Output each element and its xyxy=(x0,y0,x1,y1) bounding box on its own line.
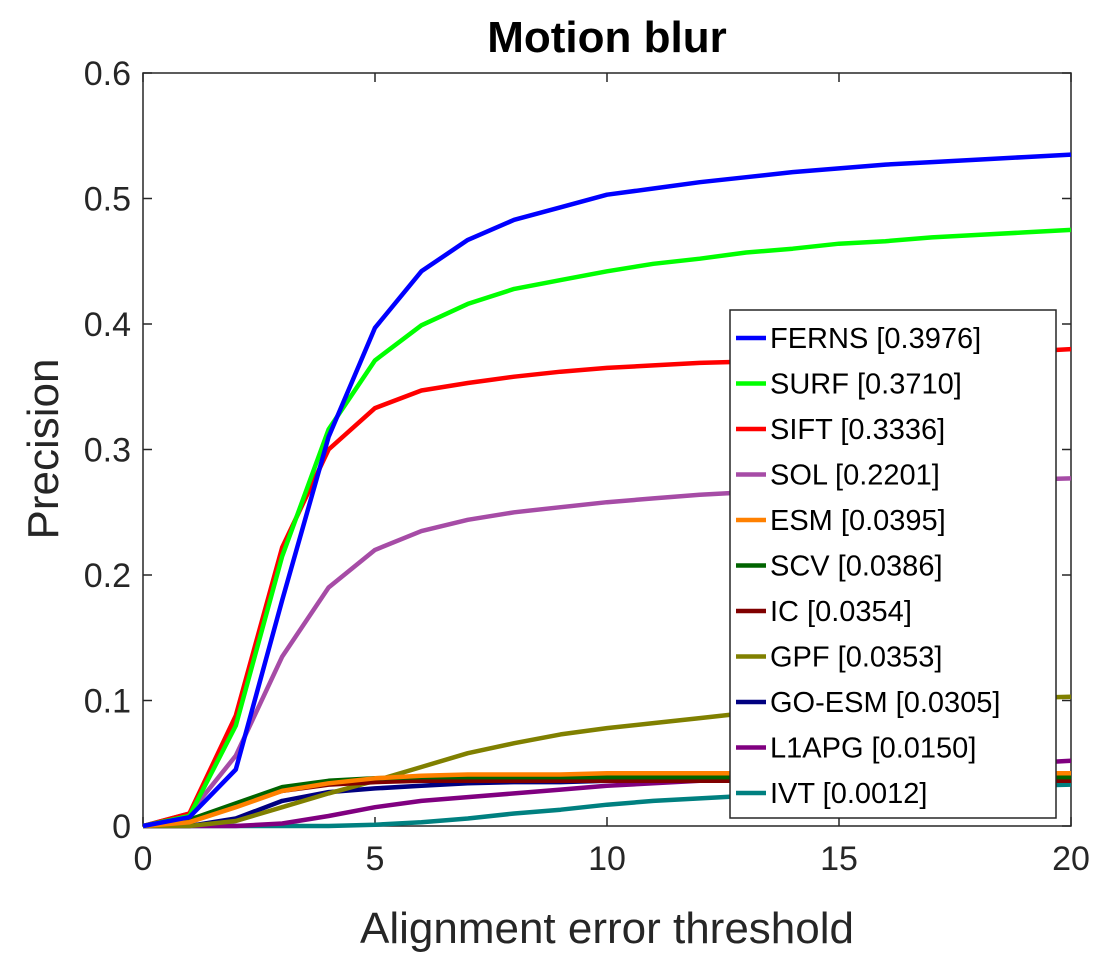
x-tick-label: 5 xyxy=(366,840,385,878)
chart-title: Motion blur xyxy=(487,13,727,62)
legend-entry: L1APG [0.0150] xyxy=(770,733,976,765)
series-line xyxy=(142,227,1072,829)
x-tick-label: 10 xyxy=(588,840,626,878)
legend-entry: SIFT [0.3336] xyxy=(770,414,945,446)
legend-entry: IC [0.0354] xyxy=(770,596,912,628)
legend-box xyxy=(729,309,1057,819)
legend-entry: GPF [0.0353] xyxy=(770,642,943,674)
x-axis-label: Alignment error threshold xyxy=(360,904,854,953)
legend-entry: SCV [0.0386] xyxy=(770,551,943,583)
y-tick-label: 0 xyxy=(112,808,131,846)
y-tick-label: 0.1 xyxy=(84,683,131,721)
legend-entry: GO-ESM [0.0305] xyxy=(770,687,1001,719)
legend-entry: FERNS [0.3976] xyxy=(770,323,981,355)
y-tick-label: 0.4 xyxy=(84,306,131,344)
legend-entry: IVT [0.0012] xyxy=(770,778,927,810)
legend-entry: SURF [0.3710] xyxy=(770,369,962,401)
x-tick-label: 15 xyxy=(820,840,858,878)
legend-entry: ESM [0.0395] xyxy=(770,505,946,537)
y-tick-label: 0.6 xyxy=(84,55,131,93)
y-axis-label: Precision xyxy=(19,359,68,540)
axis-ticks: 0 5 10 15 20 0 0.1 0.2 0.3 0.4 0.5 0.6 xyxy=(84,55,1090,878)
legend: FERNS [0.3976] SURF [0.3710] SIFT [0.3336]… xyxy=(729,309,1057,819)
legend-entry: SOL [0.2201] xyxy=(770,460,940,492)
x-tick-label: 20 xyxy=(1052,840,1090,878)
y-tick-label: 0.3 xyxy=(84,432,131,470)
x-tick-label: 0 xyxy=(134,840,153,878)
y-tick-label: 0.2 xyxy=(84,557,131,595)
series-line xyxy=(142,152,1072,829)
y-tick-label: 0.5 xyxy=(84,181,131,219)
